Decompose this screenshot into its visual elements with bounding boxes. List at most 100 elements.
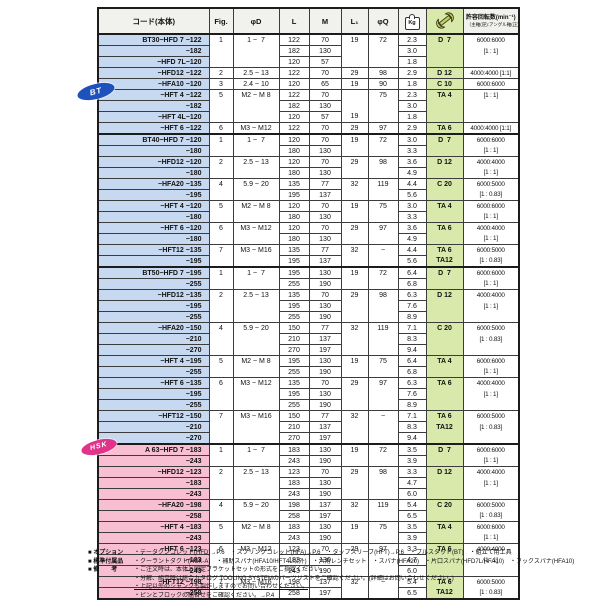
l1-cell: 19 <box>341 200 369 212</box>
weight-cell: 8.3 <box>398 421 427 433</box>
weight-cell: 6.3 <box>398 289 427 301</box>
m-cell: 77 <box>309 178 342 190</box>
length-cell: 180 <box>279 145 310 157</box>
length-cell: 150 <box>279 410 310 422</box>
length-cell: 120 <box>279 200 310 212</box>
l1-cell <box>341 388 369 400</box>
length-cell: 122 <box>279 89 310 101</box>
speed-subtitle: 〔主軸(逆):アングル軸(正)〕 <box>466 21 519 28</box>
table-row: −243 243 190 3.9 [1 : 1] <box>98 532 519 544</box>
table-row: −HFT12 −198 7 M3 ~ M16 198 137 32 − 5.4 … <box>98 576 519 588</box>
weight-cell: 5.4 <box>398 576 427 588</box>
length-cell: 243 <box>279 488 310 500</box>
code-cell: BT30−HFD 7 −122 <box>98 34 210 46</box>
tool-cell <box>426 510 464 522</box>
speed-cell: 6000:6000 <box>463 78 519 90</box>
code-cell: −210 <box>98 333 210 345</box>
dia-range-cell <box>233 211 280 223</box>
q-cell: 72 <box>368 266 399 279</box>
weight-cell: 2.9 <box>398 122 427 135</box>
q-cell: 75 <box>368 521 399 533</box>
q-cell <box>368 311 399 323</box>
weight-cell: 6.0 <box>398 488 427 500</box>
fig-cell <box>209 477 234 489</box>
fig-cell: 4 <box>209 499 234 511</box>
length-cell: 255 <box>279 278 310 290</box>
dia-range-cell <box>233 167 280 179</box>
code-cell: −195 <box>98 255 210 268</box>
table-row: −255 255 190 6.8 [1 : 1] <box>98 366 519 378</box>
fig-cell: 6 <box>209 122 234 135</box>
table-row: −243 243 190 6.0 <box>98 565 519 577</box>
m-cell: 130 <box>309 443 342 456</box>
weight-cell: 3.6 <box>398 222 427 234</box>
l1-cell <box>341 189 369 201</box>
length-cell: 135 <box>279 178 310 190</box>
table-row: −HFT 4 −195 5 M2 ~ M 8 195 130 19 75 6.4… <box>98 355 519 367</box>
length-cell: 120 <box>279 133 310 146</box>
weight-cell: 3.0 <box>398 45 427 57</box>
dia-range-cell <box>233 56 280 68</box>
length-cell: 120 <box>279 111 310 123</box>
length-cell: 183 <box>279 554 310 566</box>
length-cell: 195 <box>279 266 310 279</box>
m-cell: 70 <box>309 133 342 146</box>
fig-cell: 2 <box>209 67 234 79</box>
code-cell: −HFD12 −120 <box>98 156 210 168</box>
code-cell: −HFD12 −123 <box>98 466 210 478</box>
l1-cell <box>341 587 369 600</box>
length-cell: 255 <box>279 311 310 323</box>
speed-cell: 6000:6000 <box>476 202 505 210</box>
spec-table: コード(本体) Fig. φD L M L₁ φQ Kg <box>97 7 520 600</box>
l1-cell: 29 <box>341 122 369 135</box>
dia-range-cell: 2.5 ~ 13 <box>233 466 280 478</box>
table-row: −210 210 137 8.3 [1 : 0.83] <box>98 333 519 345</box>
table-row: −HFD 7L−120 120 57 1.8 <box>98 56 519 68</box>
m-cell: 130 <box>309 266 342 279</box>
weight-cell: 4.9 <box>398 233 427 245</box>
tool-cell: TA 6 <box>426 377 464 389</box>
speed-cell: 4000:4000 <box>476 291 505 299</box>
weight-cell: 6.5 <box>398 510 427 522</box>
weight-cell: 7.6 <box>398 300 427 312</box>
tool-cell <box>426 111 464 123</box>
dia-range-cell <box>233 366 280 378</box>
m-cell: 137 <box>309 576 342 588</box>
m-cell: 190 <box>309 565 342 577</box>
weight-cell: 3.3 <box>398 466 427 478</box>
weight-cell: 3.3 <box>398 145 427 157</box>
length-cell: 270 <box>279 432 310 445</box>
q-cell: 98 <box>368 156 399 168</box>
fig-cell: 1 <box>209 443 234 456</box>
code-cell: −195 <box>98 300 210 312</box>
tool-cell <box>426 167 464 179</box>
q-cell <box>368 255 399 268</box>
q-cell <box>368 510 399 522</box>
speed-cell: 6000:6000 <box>463 133 519 146</box>
fig-cell: 7 <box>209 576 234 588</box>
dia-range-cell <box>233 455 280 467</box>
table-row: −HFT 6 −135 6 M3 ~ M12 135 70 29 97 6.3 … <box>98 377 519 389</box>
length-cell: 180 <box>279 233 310 245</box>
table-row: −258 258 197 6.5 TA12 [1 : 0.83] <box>98 587 519 600</box>
tool-cell: TA 6 <box>426 576 464 588</box>
l1-cell <box>341 366 369 378</box>
table-row: −HFT 6 −122 6 M3 ~ M12 122 70 29 97 2.9 … <box>98 122 519 135</box>
fig-cell <box>209 167 234 179</box>
dia-range-cell: M3 ~ M16 <box>233 410 280 422</box>
m-cell: 130 <box>309 300 342 312</box>
code-cell: −183 <box>98 554 210 566</box>
q-cell: 97 <box>368 122 399 135</box>
q-cell: 98 <box>368 466 399 478</box>
m-cell: 77 <box>309 244 342 256</box>
m-cell: 130 <box>309 355 342 367</box>
code-cell: −HFT 6 −123 <box>98 543 210 555</box>
speed-cell: 4000:4000 <box>476 224 505 232</box>
tool-cell <box>426 100 464 112</box>
tool-cell <box>426 432 464 445</box>
l1-cell: 29 <box>341 67 369 79</box>
dia-range-cell: 5.9 ~ 20 <box>233 178 280 190</box>
weight-cell: 2.3 <box>398 89 427 101</box>
q-cell: 72 <box>368 443 399 456</box>
dia-range-cell <box>233 189 280 201</box>
